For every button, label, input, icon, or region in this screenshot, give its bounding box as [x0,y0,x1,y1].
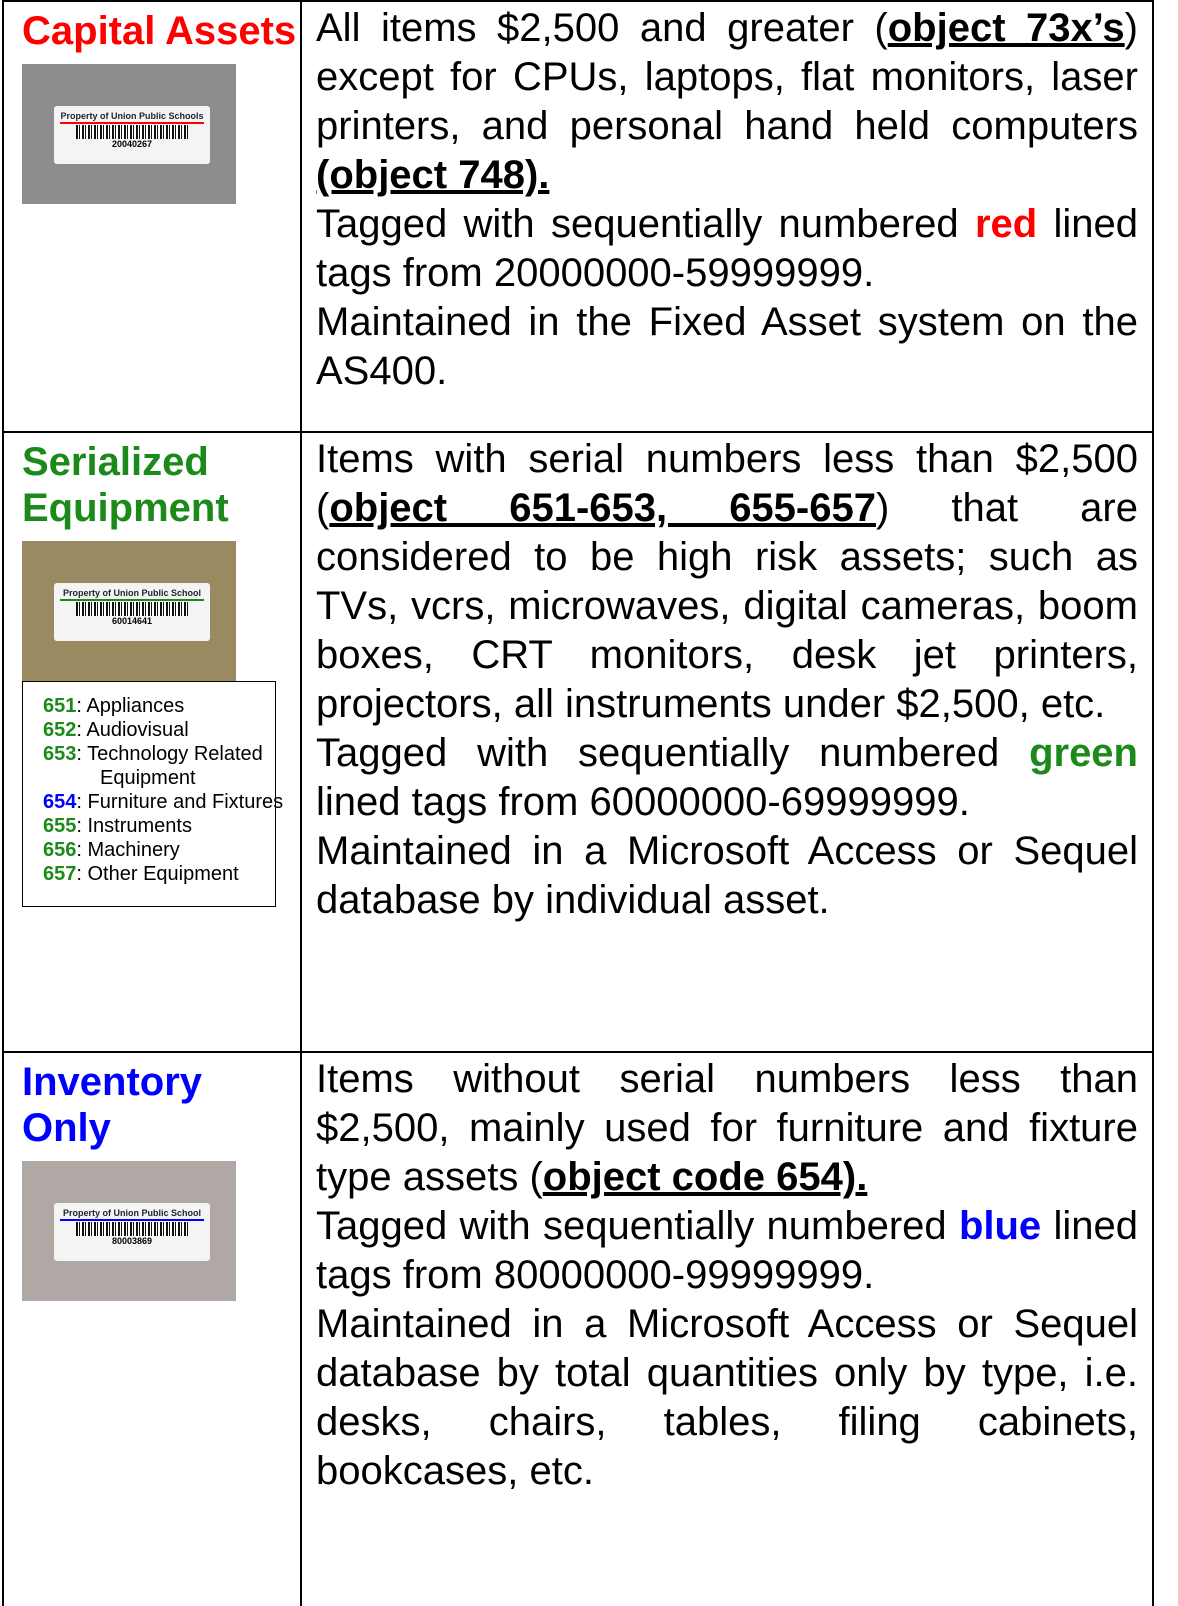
description-paragraph: Maintained in a Microsoft Access or Sequ… [316,1300,1138,1496]
description-paragraph: Items with serial numbers less than $2,5… [316,435,1138,729]
table-row: Inventory Only Property of Union Public S… [2,1051,1154,1606]
barcode [76,1222,188,1236]
table-body: Capital Assets Property of Union Public S… [2,0,1154,1606]
barcode [76,602,188,616]
object-description: : Appliances [76,695,185,717]
legend-item: 654: Furniture and Fixtures [43,790,310,814]
object-description: : Audiovisual [76,719,189,741]
text-run: All items $2,500 and greater ( [316,6,888,50]
text-run: (object 748). [316,153,550,197]
tag-line [60,1219,204,1221]
text-run: Items without serial numbers less than $… [316,1057,1138,1199]
tag-label: Property of Union Public Schools [60,111,204,121]
asset-table: Capital Assets Property of Union Public S… [2,0,1154,1606]
legend-item: 653: Technology Related Equipment [43,742,310,790]
object-code: 654 [43,791,77,813]
text-run: Tagged with sequentially numbered [316,202,975,246]
legend-item: 657: Other Equipment [43,862,310,886]
text-run: lined tags from 80000000-99999999. [316,1204,1139,1297]
text-run: blue [958,1204,1042,1248]
tag-line [60,599,204,601]
object-code: 657 [43,863,77,885]
tag-line [60,122,204,124]
category-title: Inventory Only [22,1060,203,1150]
legend-item: 655: Instruments [43,814,310,838]
object-code: 652 [43,719,77,741]
object-code: 653 [43,743,77,765]
text-run: Tagged with sequentially numbered [316,1204,959,1248]
table-row: Serialized Equipment Property of Union Pu… [2,431,1154,1053]
tag-photo: Property of Union Public Schools 20040267 [22,64,236,204]
description-paragraph: Maintained in a Microsoft Access or Sequ… [316,827,1138,925]
tag-photo: Property of Union Public School 80003869 [22,1161,236,1301]
text-run: ) except for CPUs, laptops, flat monitor… [316,6,1138,148]
description-cell: All items $2,500 and greater (object 73x… [300,0,1154,433]
tag-number: 80003869 [111,1236,153,1246]
tag-number: 20040267 [111,139,153,149]
category-title: Serialized Equipment [22,440,229,530]
description-paragraph: Tagged with sequentially numbered green … [316,729,1138,827]
text-run: object 651-653, 655-657 [329,486,876,530]
text-run: Maintained in a Microsoft Access or Sequ… [316,1302,1138,1493]
category-cell: Serialized Equipment Property of Union Pu… [2,431,302,1053]
object-description: : Instruments [76,815,192,837]
text-run: red [974,202,1038,246]
description-paragraph: Tagged with sequentially numbered red li… [316,200,1138,298]
text-run: green [1029,731,1138,775]
text-run: Items with serial numbers less than $2,5… [316,437,1138,530]
object-description: : Technology Related Equipment [76,743,263,789]
description-cell: Items without serial numbers less than $… [300,1051,1154,1606]
object-code-legend: 651: Appliances 652: Audiovisual 653: Tech… [22,681,283,907]
text-run: Maintained in the Fixed Asset system on … [316,300,1138,393]
text-run: ) that are considered to be high risk as… [316,486,1138,726]
category-title: Capital Assets [22,9,297,53]
description-paragraph: All items $2,500 and greater (object 73x… [316,4,1138,200]
text-run: Maintained in a Microsoft Access or Sequ… [316,829,1138,922]
tag-photo: Property of Union Public School 60014641 [22,541,236,681]
text-run: lined tags from 20000000-59999999. [316,202,1138,295]
description-paragraph: Items without serial numbers less than $… [316,1055,1138,1202]
object-code: 651 [43,695,77,717]
asset-tag: Property of Union Public School 60014641 [54,583,210,641]
category-cell: Inventory Only Property of Union Public S… [2,1051,302,1606]
text-run: object code 654). [542,1155,868,1199]
asset-tag: Property of Union Public School 80003869 [54,1203,210,1261]
tag-label: Property of Union Public School [62,588,201,598]
text-run: object 73x’s [887,6,1125,50]
description-paragraph: Maintained in the Fixed Asset system on … [316,298,1138,396]
object-description: : Machinery [76,839,180,861]
legend-item: 651: Appliances [43,694,310,718]
object-description: : Other Equipment [76,863,239,885]
barcode [76,125,188,139]
category-cell: Capital Assets Property of Union Public S… [2,0,302,433]
asset-tag: Property of Union Public Schools 20040267 [54,106,210,164]
legend-item: 652: Audiovisual [43,718,310,742]
object-code: 656 [43,839,77,861]
tag-number: 60014641 [111,616,153,626]
description-paragraph: Tagged with sequentially numbered blue l… [316,1202,1138,1300]
legend-item: 656: Machinery [43,838,310,862]
object-code: 655 [43,815,77,837]
object-description: : Furniture and Fixtures [76,791,284,813]
description-cell: Items with serial numbers less than $2,5… [300,431,1154,1053]
tag-label: Property of Union Public School [62,1208,201,1218]
text-run: lined tags from 60000000-69999999. [316,780,970,824]
table-row: Capital Assets Property of Union Public S… [2,0,1154,433]
text-run: Tagged with sequentially numbered [316,731,1030,775]
